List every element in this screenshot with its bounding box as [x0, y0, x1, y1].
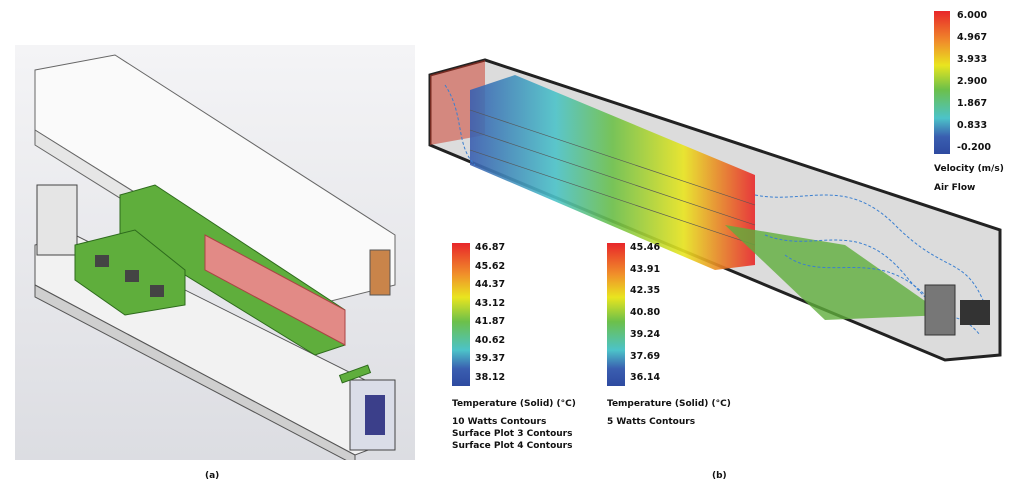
tick-label: 4.967 — [957, 32, 988, 43]
legend-line: Air Flow — [934, 183, 976, 193]
tick-label: 38.12 — [475, 372, 506, 383]
tick-label: 45.62 — [475, 261, 506, 272]
tick-label: 40.62 — [475, 335, 506, 346]
tick-label: 36.14 — [630, 372, 661, 383]
exploded-view-panel — [15, 45, 415, 466]
thermal-simulation-render — [428, 58, 1002, 362]
color-scale-bar — [452, 243, 470, 386]
small-pcb — [338, 364, 372, 384]
legend-line: Surface Plot 3 Contours — [452, 429, 573, 439]
tick-label: -0.200 — [957, 142, 991, 153]
end-plate — [369, 249, 391, 296]
tick-label: 42.35 — [630, 285, 661, 296]
tick-label: 44.37 — [475, 279, 506, 290]
panel-b-caption: (b) — [712, 471, 727, 481]
legend-line: Surface Plot 4 Contours — [452, 441, 573, 451]
front-end-cap — [36, 184, 78, 256]
battery-row — [204, 234, 346, 346]
battery-cells — [469, 75, 756, 270]
tick-label: 37.69 — [630, 351, 661, 362]
tick-label: 39.37 — [475, 353, 506, 364]
tick-label: 3.933 — [957, 54, 988, 65]
pcb-board — [725, 225, 945, 320]
color-scale-bar — [607, 243, 625, 386]
tick-label: 6.000 — [957, 10, 988, 21]
tick-label: 2.900 — [957, 76, 988, 87]
connector — [960, 300, 990, 325]
tick-label: 43.91 — [630, 264, 661, 275]
tick-label: 39.24 — [630, 329, 661, 340]
exploded-assembly-drawing — [34, 54, 396, 466]
heatsink — [924, 284, 956, 336]
tick-label: 40.80 — [630, 307, 661, 318]
tick-label: 0.833 — [957, 120, 988, 131]
legend-line: 10 Watts Contours — [452, 417, 547, 427]
color-scale-bar — [934, 11, 950, 154]
legend-title: Velocity (m/s) — [934, 164, 1004, 174]
legend-title: Temperature (Solid) (°C) — [452, 399, 576, 409]
legend-title: Temperature (Solid) (°C) — [607, 399, 731, 409]
tick-label: 1.867 — [957, 98, 988, 109]
tick-label: 41.87 — [475, 316, 506, 327]
legend-line: 5 Watts Contours — [607, 417, 696, 427]
tick-label: 45.46 — [630, 242, 661, 253]
tick-label: 43.12 — [475, 298, 506, 309]
tick-label: 46.87 — [475, 242, 506, 253]
panel-a-caption: (a) — [205, 471, 220, 481]
